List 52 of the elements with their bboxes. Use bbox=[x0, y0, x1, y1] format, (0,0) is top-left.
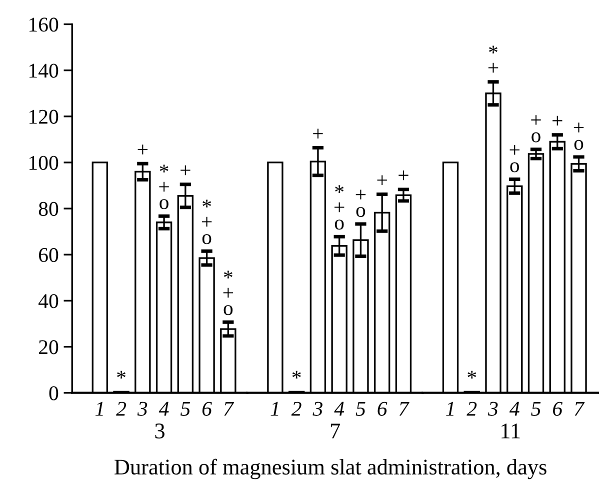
annotation: + bbox=[377, 175, 387, 185]
text: Duration of magnesium slat administration, days bbox=[114, 458, 546, 480]
x-tick-label: 4 bbox=[509, 402, 520, 416]
y-tick-label: 20 bbox=[39, 340, 58, 354]
annotation: + bbox=[398, 170, 408, 180]
annotation: * bbox=[468, 370, 476, 378]
annotation: * + bbox=[488, 46, 498, 73]
annotation: + o bbox=[356, 190, 366, 217]
x-tick-label: 3 bbox=[137, 402, 148, 416]
x-tick-label: 2 bbox=[116, 402, 126, 416]
x-tick-label: 6 bbox=[202, 402, 212, 416]
x-tick-label: 6 bbox=[378, 402, 388, 416]
annotation: + bbox=[552, 116, 562, 126]
y-tick-label: 60 bbox=[38, 248, 58, 262]
x-tick-label: 2 bbox=[466, 402, 477, 416]
x-tick-label: 7 bbox=[399, 402, 410, 416]
x-tick-label: 5 bbox=[180, 402, 190, 416]
x-tick-label: 4 bbox=[334, 402, 344, 416]
x-tick-label: 1 bbox=[270, 402, 278, 416]
x-axis-title: 7 bbox=[330, 424, 340, 438]
x-axis-title: 3 bbox=[155, 424, 164, 438]
annotation: + bbox=[313, 128, 323, 138]
annotation: + bbox=[138, 144, 148, 154]
x-tick-label: 5 bbox=[531, 402, 541, 416]
annotation: * + o bbox=[334, 185, 344, 230]
x-tick-label: 4 bbox=[158, 402, 169, 416]
annotation: + o bbox=[574, 122, 584, 150]
y-tick-label: 100 bbox=[30, 156, 58, 170]
x-tick-label: 5 bbox=[356, 402, 366, 416]
annotation: + o bbox=[510, 145, 520, 172]
annotation: + bbox=[180, 165, 190, 176]
annotation: * + o bbox=[159, 164, 169, 210]
x-axis-title: 11 bbox=[502, 424, 520, 438]
y-tick-label: 0 bbox=[49, 386, 58, 400]
annotation: * bbox=[117, 370, 126, 378]
y-tick-label: 120 bbox=[30, 110, 58, 124]
x-tick-label: 1 bbox=[95, 402, 103, 416]
y-tick-label: 80 bbox=[38, 202, 58, 216]
x-tick-label: 7 bbox=[574, 402, 585, 416]
y-tick-label: 160 bbox=[30, 18, 58, 32]
annotation: * bbox=[292, 370, 301, 378]
annotation: + o bbox=[531, 115, 541, 142]
x-tick-label: 2 bbox=[291, 402, 302, 416]
annotation: * + o bbox=[202, 200, 212, 244]
x-tick-label: 1 bbox=[446, 402, 454, 416]
x-tick-label: 3 bbox=[312, 402, 322, 416]
x-tick-label: 7 bbox=[224, 402, 234, 416]
x-tick-label: 6 bbox=[553, 402, 562, 416]
y-tick-label: 140 bbox=[30, 64, 58, 78]
y-tick-label: 40 bbox=[38, 294, 58, 308]
x-tick-label: 3 bbox=[488, 402, 498, 416]
annotation: * + o bbox=[223, 270, 234, 316]
